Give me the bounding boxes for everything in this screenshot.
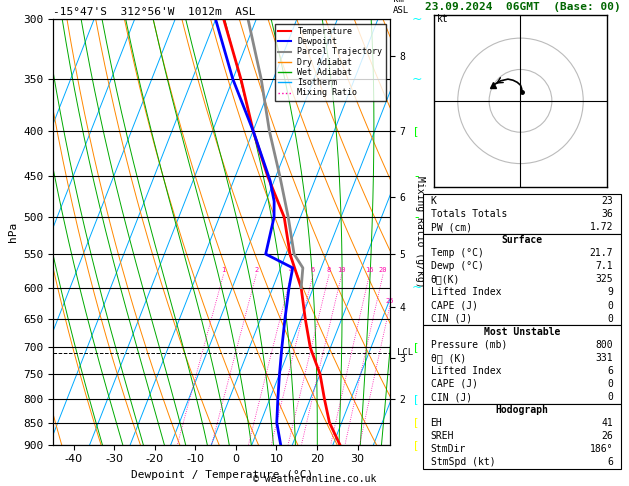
Text: 0: 0 <box>607 392 613 402</box>
Text: Pressure (mb): Pressure (mb) <box>431 340 507 350</box>
Text: 41: 41 <box>601 418 613 428</box>
Y-axis label: Mixing Ratio (g/kg): Mixing Ratio (g/kg) <box>415 176 425 288</box>
Text: 325: 325 <box>595 275 613 284</box>
Text: 10: 10 <box>337 267 346 273</box>
Text: 800: 800 <box>595 340 613 350</box>
Text: 21.7: 21.7 <box>589 248 613 258</box>
Text: [: [ <box>414 417 419 428</box>
Text: 0: 0 <box>607 313 613 324</box>
Text: Surface: Surface <box>501 235 542 245</box>
Text: Lifted Index: Lifted Index <box>431 366 501 376</box>
Text: 0: 0 <box>607 300 613 311</box>
Legend: Temperature, Dewpoint, Parcel Trajectory, Dry Adiabat, Wet Adiabat, Isotherm, Mi: Temperature, Dewpoint, Parcel Trajectory… <box>275 24 386 101</box>
Bar <box>423 403 621 469</box>
Text: 186°: 186° <box>589 444 613 454</box>
Text: 7.1: 7.1 <box>595 261 613 271</box>
Bar <box>423 325 621 403</box>
Text: LCL: LCL <box>397 348 413 357</box>
Text: 4: 4 <box>289 267 293 273</box>
Text: ~: ~ <box>411 72 421 86</box>
Text: © weatheronline.co.uk: © weatheronline.co.uk <box>253 473 376 484</box>
Text: StmSpd (kt): StmSpd (kt) <box>431 457 495 468</box>
Bar <box>423 234 621 325</box>
Bar <box>423 194 621 234</box>
Text: 25: 25 <box>386 298 394 304</box>
Text: 6: 6 <box>311 267 315 273</box>
Text: StmDir: StmDir <box>431 444 466 454</box>
Text: 23.09.2024  06GMT  (Base: 00): 23.09.2024 06GMT (Base: 00) <box>425 2 620 12</box>
Text: -: - <box>414 170 419 183</box>
X-axis label: Dewpoint / Temperature (°C): Dewpoint / Temperature (°C) <box>131 470 313 480</box>
Text: ~: ~ <box>411 281 421 294</box>
Text: θᴇ(K): θᴇ(K) <box>431 275 460 284</box>
Text: θᴇ (K): θᴇ (K) <box>431 353 466 363</box>
Text: Hodograph: Hodograph <box>495 405 548 415</box>
Text: km
ASL: km ASL <box>393 0 409 15</box>
Text: [: [ <box>414 394 419 404</box>
Text: -15°47'S  312°56'W  1012m  ASL: -15°47'S 312°56'W 1012m ASL <box>53 7 256 17</box>
Text: EH: EH <box>431 418 442 428</box>
Text: Lifted Index: Lifted Index <box>431 287 501 297</box>
Y-axis label: hPa: hPa <box>8 222 18 242</box>
Text: 6: 6 <box>607 366 613 376</box>
Text: Most Unstable: Most Unstable <box>484 327 560 337</box>
Text: 0: 0 <box>607 379 613 389</box>
Text: 2: 2 <box>254 267 259 273</box>
Text: kt: kt <box>437 15 449 24</box>
Text: CIN (J): CIN (J) <box>431 313 472 324</box>
Text: 23: 23 <box>601 196 613 206</box>
Text: [: [ <box>414 343 419 352</box>
Text: 26: 26 <box>601 431 613 441</box>
Text: Dewp (°C): Dewp (°C) <box>431 261 484 271</box>
Text: PW (cm): PW (cm) <box>431 222 472 232</box>
Text: K: K <box>431 196 437 206</box>
Text: ~: ~ <box>411 13 421 26</box>
Text: [: [ <box>414 126 419 136</box>
Text: 1.72: 1.72 <box>589 222 613 232</box>
Text: SREH: SREH <box>431 431 454 441</box>
Text: 8: 8 <box>327 267 331 273</box>
Text: 20: 20 <box>379 267 387 273</box>
Text: 1: 1 <box>221 267 226 273</box>
Text: Totals Totals: Totals Totals <box>431 209 507 219</box>
Text: 16: 16 <box>365 267 374 273</box>
Text: [: [ <box>414 440 419 450</box>
Text: 36: 36 <box>601 209 613 219</box>
Text: Temp (°C): Temp (°C) <box>431 248 484 258</box>
Text: -: - <box>414 210 419 224</box>
Text: CIN (J): CIN (J) <box>431 392 472 402</box>
Text: CAPE (J): CAPE (J) <box>431 379 477 389</box>
Text: 9: 9 <box>607 287 613 297</box>
Text: 6: 6 <box>607 457 613 468</box>
Text: 331: 331 <box>595 353 613 363</box>
Text: CAPE (J): CAPE (J) <box>431 300 477 311</box>
